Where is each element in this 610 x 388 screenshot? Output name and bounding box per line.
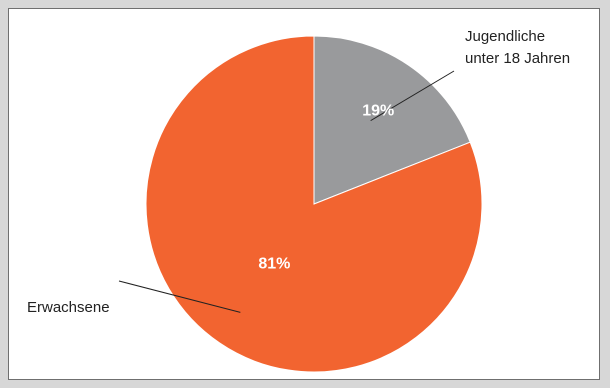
pie-slices xyxy=(145,35,483,373)
slice-category-label-line: unter 18 Jahren xyxy=(465,50,570,67)
leader-lines xyxy=(118,70,455,313)
leader-line-1 xyxy=(370,70,455,122)
slice-value-label-2: 81% xyxy=(258,255,290,272)
slice-category-label-2: Erwachsene xyxy=(27,299,110,316)
slice-category-label-1: Jugendliche unter 18 Jahren xyxy=(465,28,570,67)
slice-labels: 19% Jugendliche unter 18 Jahren 81% Erwachse… xyxy=(27,28,570,316)
slice-category-label-line: Erwachsene xyxy=(27,299,110,316)
slice-value-label-1: 19% xyxy=(362,103,394,120)
chart-frame: 19% Jugendliche unter 18 Jahren 81% Erwachse… xyxy=(8,8,600,380)
slice-category-label-line: Jugendliche xyxy=(465,28,545,45)
leader-line-2 xyxy=(118,280,241,313)
pie-slice-2 xyxy=(145,35,483,373)
pie-chart: 19% Jugendliche unter 18 Jahren 81% Erwachse… xyxy=(27,28,570,373)
pie-slice-1 xyxy=(313,35,471,205)
